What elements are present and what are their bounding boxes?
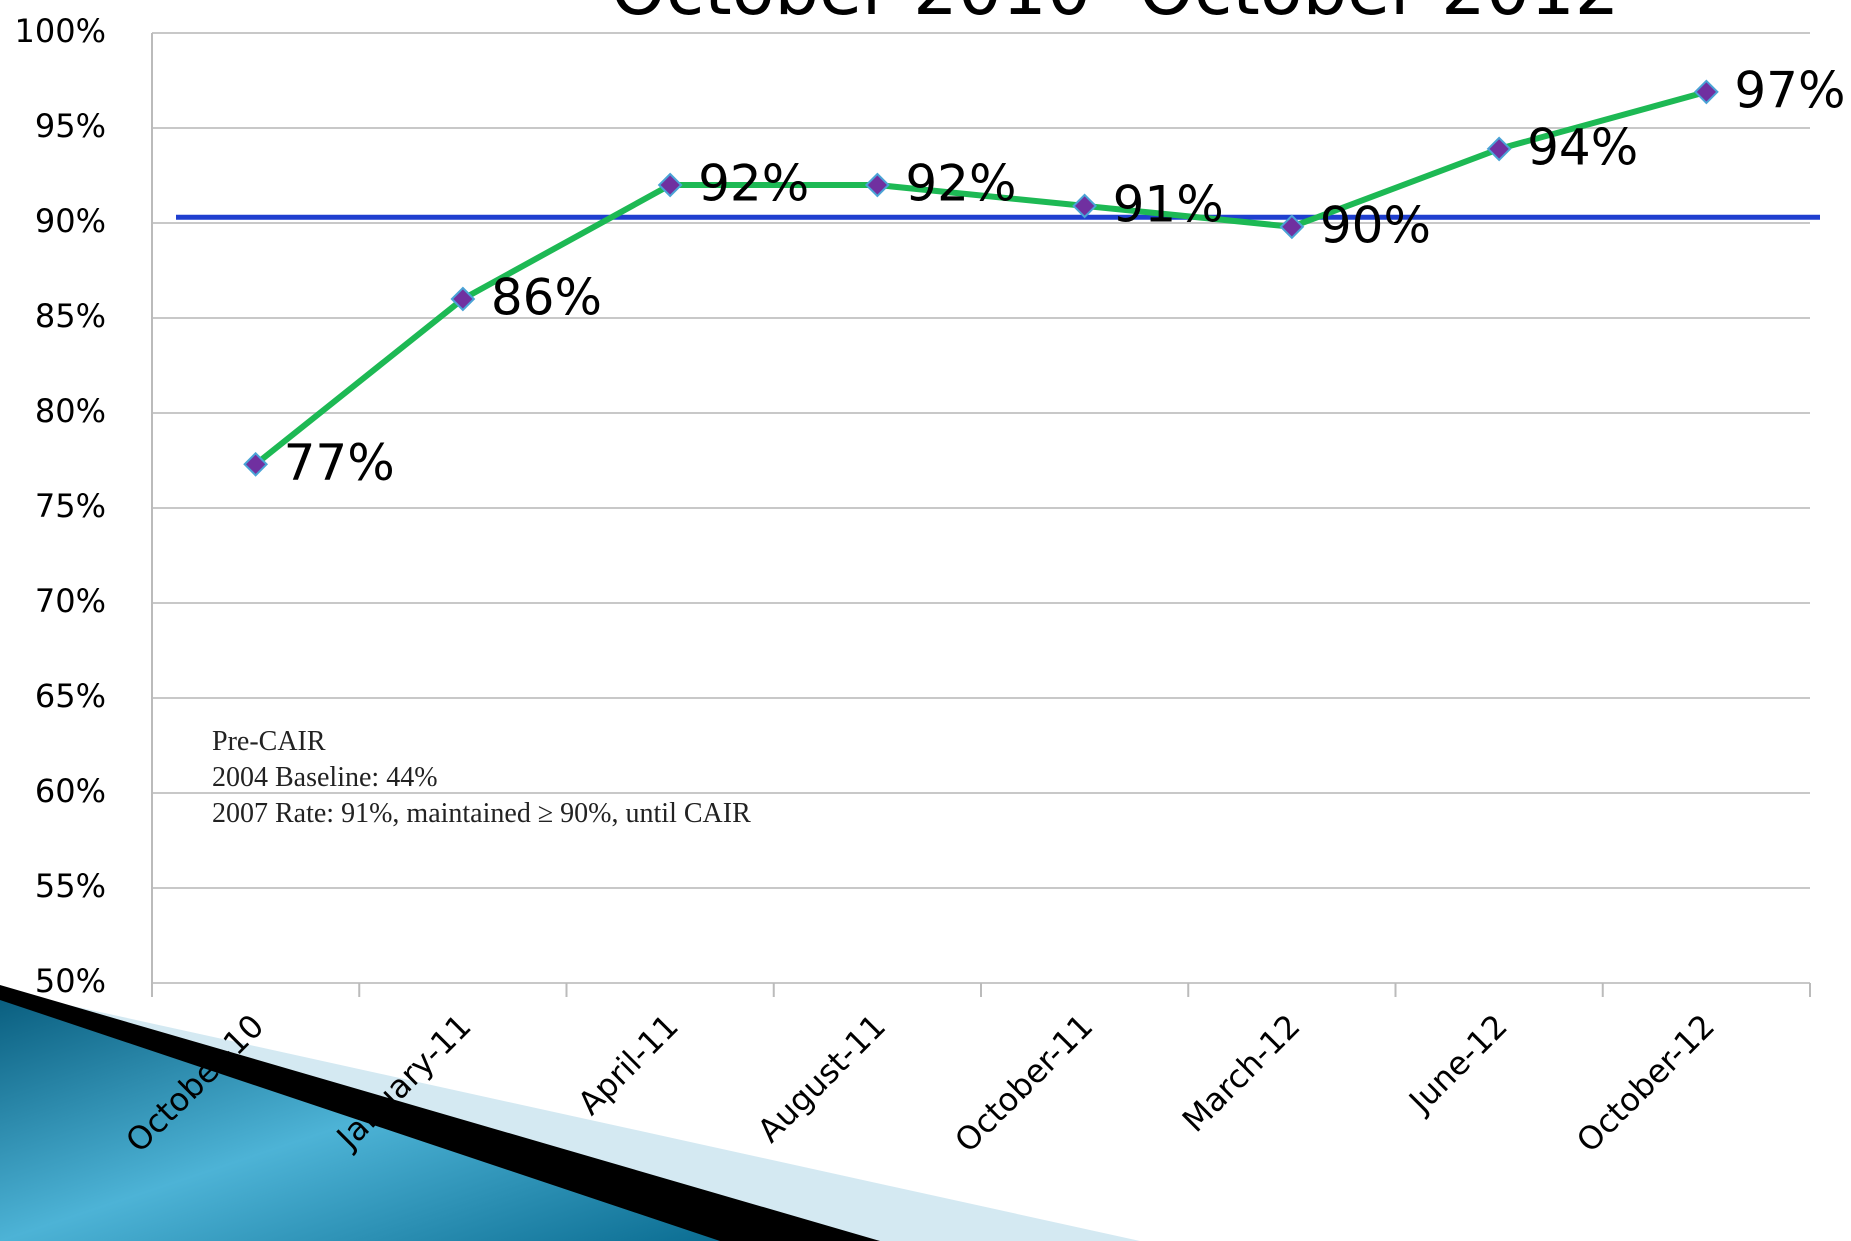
x-tick-label: August-11 [750,1007,893,1150]
data-label: 91% [1113,175,1224,233]
x-tick-label: October-11 [947,1007,1100,1160]
x-tick-label: April-11 [570,1007,686,1123]
y-tick-label: 65% [35,677,106,715]
marker [1486,136,1512,162]
data-label: 86% [491,269,602,327]
y-tick-label: 75% [35,487,106,525]
y-tick-label: 50% [35,962,106,1000]
marker [1279,214,1305,240]
data-label: 92% [905,155,1016,213]
x-tick-label: October-12 [1569,1007,1722,1160]
y-tick-label: 95% [35,107,106,145]
data-label: 94% [1527,118,1638,176]
y-tick-label: 100% [15,12,106,50]
y-tick-label: 60% [35,772,106,810]
data-label: 90% [1320,196,1431,254]
chart-title: October 2010- October 2012 [611,0,1620,31]
series-line [253,89,1708,467]
data-label: 97% [1734,61,1845,119]
annotation: 2007 Rate: 91%, maintained ≥ 90%, until … [212,798,751,829]
data-label: 77% [284,434,395,492]
marker [450,286,476,312]
annotation: Pre-CAIR [212,726,326,757]
y-tick-label: 80% [35,392,106,430]
marker [657,172,683,198]
y-tick-label: 55% [35,867,106,905]
marker [864,172,890,198]
marker [1693,79,1719,105]
x-tick-label: June-12 [1400,1007,1515,1122]
data-label: 92% [698,155,809,213]
x-tick-label: March-12 [1175,1007,1308,1140]
decoration [0,985,1140,1241]
y-tick-label: 70% [35,582,106,620]
y-tick-label: 90% [35,202,106,240]
y-tick-label: 85% [35,297,106,335]
marker [1072,193,1098,219]
marker [243,451,269,477]
annotation: 2004 Baseline: 44% [212,762,438,793]
